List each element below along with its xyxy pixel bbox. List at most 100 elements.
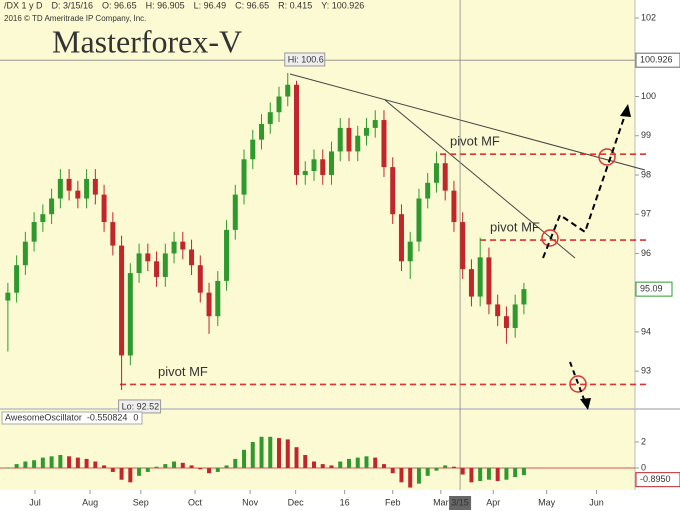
- header-field: Y: 100.926: [321, 0, 364, 10]
- candle-body: [66, 178, 72, 191]
- last-price-bg: [635, 281, 673, 297]
- osc-bar: [425, 468, 430, 476]
- osc-bar: [137, 468, 142, 476]
- forecast-arrow: [569, 361, 586, 403]
- candle-body: [363, 127, 369, 136]
- crosshair-label: 100.926: [640, 55, 673, 65]
- osc-bar: [242, 449, 247, 469]
- pivot-label: pivot MF: [450, 134, 500, 149]
- x-tick-label: Oct: [188, 497, 203, 507]
- candle-body: [171, 241, 177, 254]
- pivot-label: pivot MF: [490, 220, 540, 235]
- candle-body: [407, 241, 413, 262]
- y-tick-label: 96: [641, 248, 651, 258]
- candle-body: [512, 304, 518, 328]
- x-tick-label: Jun: [589, 497, 604, 507]
- candle-body: [468, 269, 474, 297]
- candle-body: [92, 178, 98, 195]
- candle-body: [162, 253, 168, 277]
- candle-body: [521, 289, 527, 305]
- osc-bar: [145, 468, 150, 472]
- osc-bar: [355, 457, 360, 469]
- osc-bar: [32, 460, 37, 469]
- candle-body: [206, 292, 212, 317]
- osc-bar: [320, 464, 325, 469]
- osc-bar: [469, 468, 474, 483]
- osc-bar: [504, 468, 509, 480]
- copyright: 2016 © TD Ameritrade IP Company, Inc.: [4, 14, 146, 23]
- osc-bar: [346, 458, 351, 469]
- lo-label: Lo: 92.52: [122, 401, 160, 411]
- x-tick-label: Apr: [486, 497, 500, 507]
- osc-bar: [443, 465, 448, 469]
- header-field: R: 0.415: [278, 0, 312, 10]
- candle-body: [215, 280, 221, 317]
- osc-bar: [416, 468, 421, 484]
- candle-body: [416, 198, 422, 242]
- candle-body: [276, 96, 282, 113]
- candle-body: [40, 214, 46, 223]
- header-field: D: 3/15/16: [52, 0, 94, 10]
- cursor-label: 3/15: [451, 497, 469, 507]
- osc-bar: [460, 468, 465, 475]
- candle-body: [5, 292, 11, 301]
- candle-body: [372, 120, 378, 128]
- candle-body: [84, 178, 90, 199]
- candle-body: [302, 171, 308, 175]
- candle-body: [294, 84, 300, 175]
- osc-bar: [233, 458, 238, 469]
- osc-last-bg: [635, 472, 680, 488]
- trend-line: [384, 99, 576, 259]
- osc-bar: [49, 456, 54, 469]
- osc-bar: [40, 457, 45, 469]
- osc-bar: [14, 464, 19, 469]
- candle-body: [22, 241, 28, 266]
- candle-body: [346, 127, 352, 152]
- osc-last-label: -0.8950: [640, 474, 671, 484]
- header-field: H: 96.905: [146, 0, 185, 10]
- osc-bar: [513, 468, 518, 478]
- x-tick-label: Aug: [82, 497, 98, 507]
- candle-body: [101, 194, 107, 223]
- watermark-title: Masterforex-V: [52, 23, 242, 59]
- candle-body: [197, 265, 203, 293]
- candle-body: [425, 182, 431, 199]
- osc-bar: [224, 465, 229, 469]
- x-tick-label: Sep: [133, 497, 149, 507]
- candle-body: [110, 222, 116, 246]
- osc-bar: [268, 436, 273, 469]
- candle-body: [145, 253, 151, 262]
- osc-zero: 0: [133, 412, 138, 422]
- candle-body: [477, 257, 483, 297]
- hi-label: Hi: 100.6: [288, 54, 324, 64]
- candle-body: [136, 253, 142, 274]
- osc-bar: [84, 458, 89, 469]
- candle-body: [285, 84, 291, 97]
- osc-bar: [338, 461, 343, 469]
- osc-bar: [102, 465, 107, 469]
- osc-bar: [285, 439, 290, 469]
- osc-bar: [408, 468, 413, 488]
- osc-bar: [189, 465, 194, 469]
- y-tick-label: 94: [641, 326, 651, 336]
- candle-body: [503, 316, 509, 328]
- header-field: L: 96.49: [194, 0, 227, 10]
- osc-bar: [67, 456, 72, 469]
- x-tick-label: Nov: [242, 497, 259, 507]
- osc-bar: [434, 468, 439, 471]
- candle-body: [189, 249, 195, 266]
- osc-bar: [163, 464, 168, 469]
- candle-body: [328, 151, 334, 175]
- x-tick-label: 16: [340, 497, 350, 507]
- osc-bar: [495, 468, 500, 482]
- osc-bar: [250, 442, 255, 469]
- candle-body: [180, 241, 186, 250]
- candle-body: [355, 135, 361, 152]
- x-tick-label: Dec: [288, 497, 305, 507]
- candle-body: [398, 214, 404, 262]
- x-tick-label: Mar: [433, 497, 449, 507]
- candle-body: [267, 112, 273, 124]
- header-field: O: 96.65: [102, 0, 137, 10]
